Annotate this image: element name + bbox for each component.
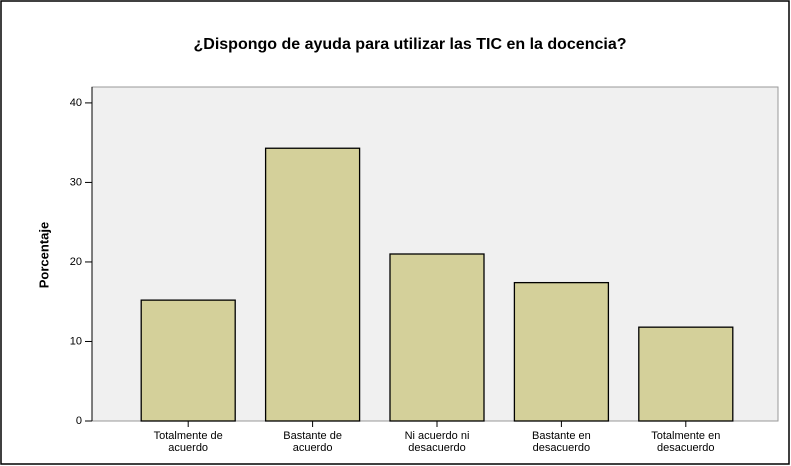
bar bbox=[264, 147, 361, 422]
x-tick-label: Ni acuerdo ni desacuerdo bbox=[404, 430, 470, 454]
bar bbox=[513, 281, 610, 422]
chart-title: ¿Dispongo de ayuda para utilizar las TIC… bbox=[194, 36, 627, 53]
y-tick-label: 10 bbox=[70, 335, 82, 347]
y-axis-label: Porcentaje bbox=[36, 222, 51, 288]
bar bbox=[638, 326, 734, 422]
y-tick-label: 20 bbox=[70, 256, 82, 268]
y-tick-label: 30 bbox=[70, 176, 82, 188]
y-tick-label: 40 bbox=[70, 97, 82, 109]
y-tick-label: 0 bbox=[76, 415, 82, 427]
x-tick-label: Bastante de acuerdo bbox=[283, 430, 342, 454]
x-tick-label: Totalmente de acuerdo bbox=[153, 430, 223, 454]
x-tick-label: Bastante en desacuerdo bbox=[532, 430, 591, 454]
x-tick-label: Totalmente en desacuerdo bbox=[651, 430, 721, 454]
bar bbox=[389, 253, 485, 422]
bar bbox=[140, 299, 236, 422]
